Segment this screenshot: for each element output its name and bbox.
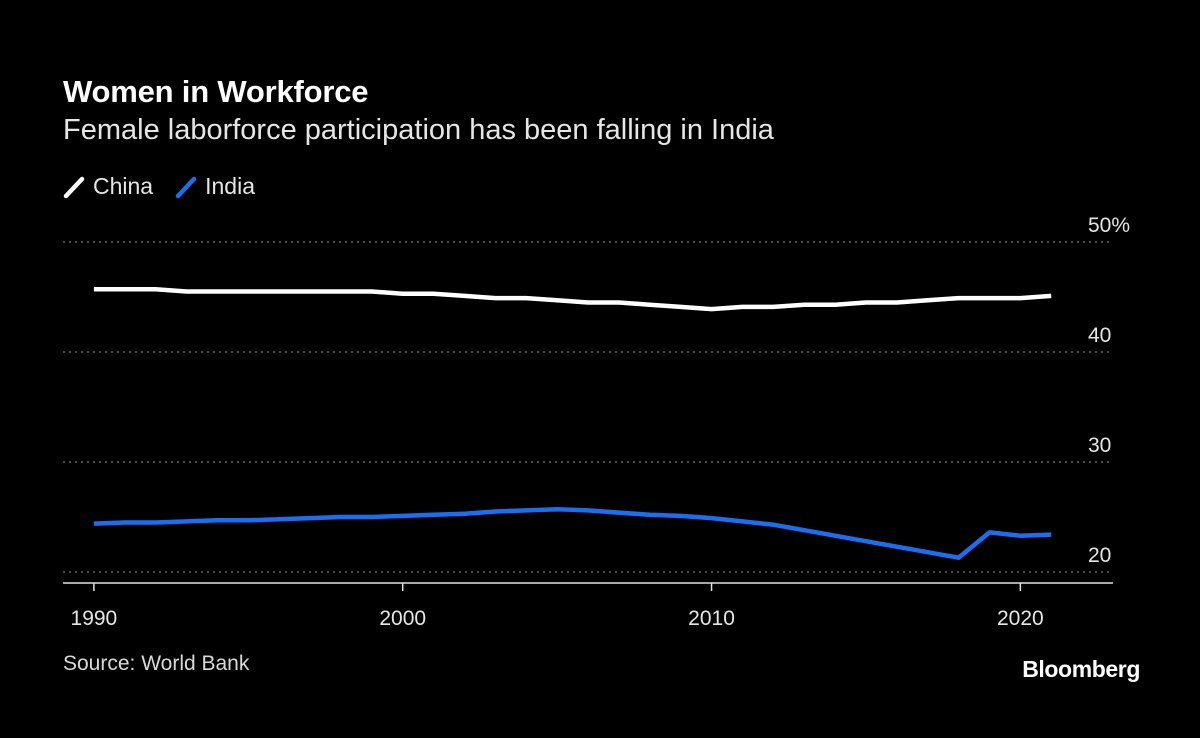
gridlines (63, 241, 1113, 573)
data-point-china (864, 300, 868, 304)
chart-title: Women in Workforce (63, 74, 369, 109)
data-point-india (153, 520, 157, 524)
data-point-china (709, 307, 713, 311)
legend-label-china: China (93, 173, 154, 199)
data-point-india (431, 513, 435, 517)
data-point-india (617, 510, 621, 514)
data-point-china (339, 289, 343, 293)
data-point-china (123, 287, 127, 291)
data-point-india (215, 518, 219, 522)
data-point-china (246, 289, 250, 293)
data-point-china (802, 303, 806, 307)
y-tick-label: 50% (1088, 214, 1130, 237)
y-tick-label: 30 (1088, 434, 1111, 457)
data-point-china (308, 289, 312, 293)
data-point-china (895, 300, 899, 304)
legend: China India (63, 173, 277, 200)
data-point-india (740, 519, 744, 523)
data-point-china (431, 292, 435, 296)
data-point-china (586, 300, 590, 304)
data-point-india (401, 514, 405, 518)
data-point-china (524, 296, 528, 300)
series-line-india (93, 507, 1052, 560)
data-point-india (895, 545, 899, 549)
data-point-india (987, 530, 991, 534)
data-point-india (123, 520, 127, 524)
data-point-china (956, 296, 960, 300)
data-point-india (956, 556, 960, 560)
data-point-china (370, 289, 374, 293)
data-point-china (462, 294, 466, 298)
data-point-china (153, 287, 157, 291)
data-point-india (246, 518, 250, 522)
legend-swatch-china (63, 174, 85, 200)
data-point-india (184, 519, 188, 523)
data-point-india (555, 507, 559, 511)
data-point-india (586, 508, 590, 512)
data-point-china (678, 305, 682, 309)
data-point-india (277, 517, 281, 521)
data-point-china (555, 298, 559, 302)
series-lines (92, 287, 1053, 560)
data-point-india (1018, 534, 1022, 538)
x-tick-label: 1990 (71, 607, 118, 630)
data-point-india (926, 550, 930, 554)
data-point-china (648, 303, 652, 307)
legend-item-india: India (175, 173, 255, 200)
data-point-india (462, 512, 466, 516)
data-point-china (740, 305, 744, 309)
source-note: Source: World Bank (63, 652, 250, 675)
data-point-china (833, 303, 837, 307)
data-point-china (493, 296, 497, 300)
y-tick-label: 20 (1088, 544, 1111, 567)
x-tick-label: 2000 (379, 607, 426, 630)
bloomberg-logo: Bloomberg (1022, 656, 1140, 682)
y-tick-label: 40 (1088, 324, 1111, 347)
legend-label-india: India (205, 173, 255, 199)
data-point-india (802, 528, 806, 532)
data-point-india (1049, 532, 1053, 536)
legend-item-china: China (63, 173, 153, 200)
x-tick-label: 2020 (997, 607, 1044, 630)
data-point-china (1018, 296, 1022, 300)
data-point-india (648, 513, 652, 517)
data-point-china (987, 296, 991, 300)
data-point-india (370, 515, 374, 519)
legend-swatch-india (175, 174, 197, 200)
data-point-india (771, 523, 775, 527)
data-point-india (678, 514, 682, 518)
data-point-india (833, 534, 837, 538)
data-point-china (1049, 294, 1053, 298)
data-point-china (926, 298, 930, 302)
data-point-india (864, 539, 868, 543)
axes: 20 30 40 50% 1990 2000 2010 2020 (63, 214, 1130, 630)
data-point-india (308, 516, 312, 520)
data-point-china (401, 292, 405, 296)
data-point-china (184, 289, 188, 293)
data-point-china (92, 287, 96, 291)
series-line-china (93, 287, 1052, 312)
data-point-india (339, 515, 343, 519)
x-tick-label: 2010 (688, 607, 735, 630)
data-point-india (493, 509, 497, 513)
chart-subtitle: Female laborforce participation has been… (63, 114, 774, 146)
data-point-china (215, 289, 219, 293)
data-point-china (277, 289, 281, 293)
data-point-india (92, 521, 96, 525)
data-point-china (617, 300, 621, 304)
data-point-china (771, 305, 775, 309)
data-point-india (709, 516, 713, 520)
data-point-india (524, 508, 528, 512)
